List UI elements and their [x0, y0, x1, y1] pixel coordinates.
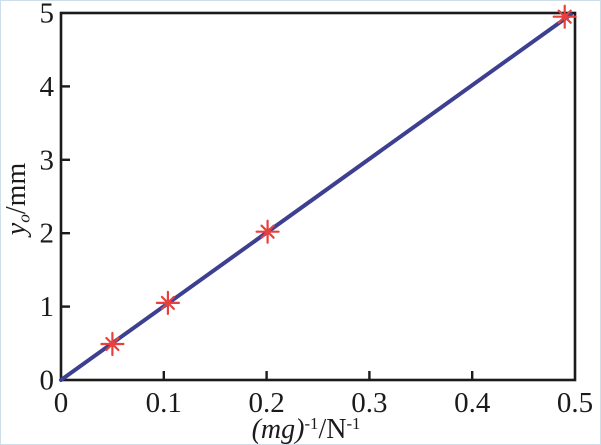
y-axis-label-unit: /mm [1, 162, 32, 215]
y-tick-label: 1 [40, 291, 55, 323]
data-point-marker [552, 4, 577, 29]
x-axis-label-exponent: -1 [304, 414, 319, 433]
x-axis-label-unit: /N [318, 414, 347, 445]
x-tick-label: 0.3 [351, 387, 387, 419]
x-tick-label: 0.5 [557, 387, 593, 419]
x-tick-label: 0 [54, 387, 69, 419]
y-axis-label: yo/mm [1, 119, 35, 279]
y-tick-label: 0 [40, 365, 55, 397]
x-tick-label: 0.1 [146, 387, 182, 419]
x-tick-label: 0.4 [454, 387, 491, 419]
plot-border [59, 11, 577, 382]
data-point-marker [155, 290, 180, 315]
y-axis-label-subscript: o [14, 214, 34, 223]
y-axis-label-var: y [1, 222, 32, 236]
data-point-marker [255, 219, 280, 244]
fit-line [59, 12, 573, 382]
data-point-marker [100, 331, 125, 357]
x-axis-label-var: (mg) [251, 414, 305, 445]
x-axis-label: (mg)-1/N-1 [196, 405, 416, 445]
y-tick-label: 5 [40, 1, 55, 30]
y-tick-label: 3 [40, 144, 55, 176]
y-tick-label: 4 [40, 71, 55, 103]
y-tick-label: 2 [40, 218, 55, 250]
x-tick-label: 0.2 [248, 387, 284, 419]
x-axis-label-unit-exponent: -1 [346, 414, 361, 433]
